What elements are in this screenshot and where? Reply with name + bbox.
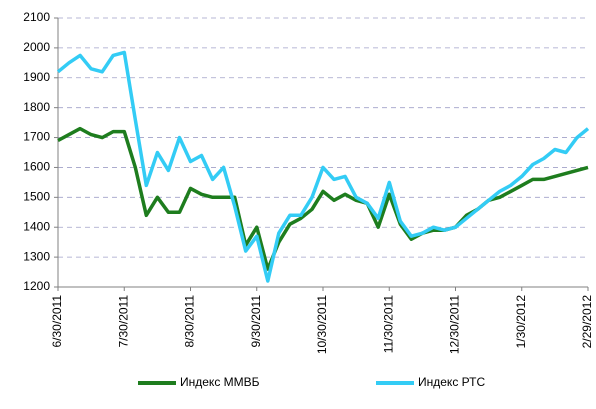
series-line (56, 50, 590, 283)
x-tick-label: 9/30/2011 (249, 295, 263, 348)
y-tick-label: 1900 (23, 70, 50, 84)
x-tick-label: 12/30/2011 (448, 295, 462, 354)
x-tick-label: 11/30/2011 (381, 295, 395, 354)
x-tick-label: 2/29/2012 (580, 295, 594, 349)
y-tick-label: 1500 (23, 190, 50, 204)
legend-label: Индекс ММВБ (180, 375, 260, 389)
x-tick-label: 10/30/2011 (315, 295, 329, 354)
y-tick-label: 1300 (23, 249, 50, 263)
x-tick-label: 8/30/2011 (183, 295, 197, 348)
y-tick-label: 1800 (23, 100, 50, 114)
legend-label: Индекс РТС (418, 375, 485, 389)
series-line (57, 126, 589, 271)
y-tick-label: 1700 (23, 130, 50, 144)
y-tick-label: 1400 (23, 219, 50, 233)
y-tick-label: 2100 (23, 10, 50, 24)
y-tick-label: 2000 (23, 40, 50, 54)
y-tick-label: 1200 (23, 279, 50, 293)
x-tick-label: 1/30/2012 (514, 295, 528, 349)
x-tick-label: 7/30/2011 (116, 295, 130, 348)
y-tick-label: 1600 (23, 160, 50, 174)
x-tick-label: 6/30/2011 (50, 295, 64, 348)
